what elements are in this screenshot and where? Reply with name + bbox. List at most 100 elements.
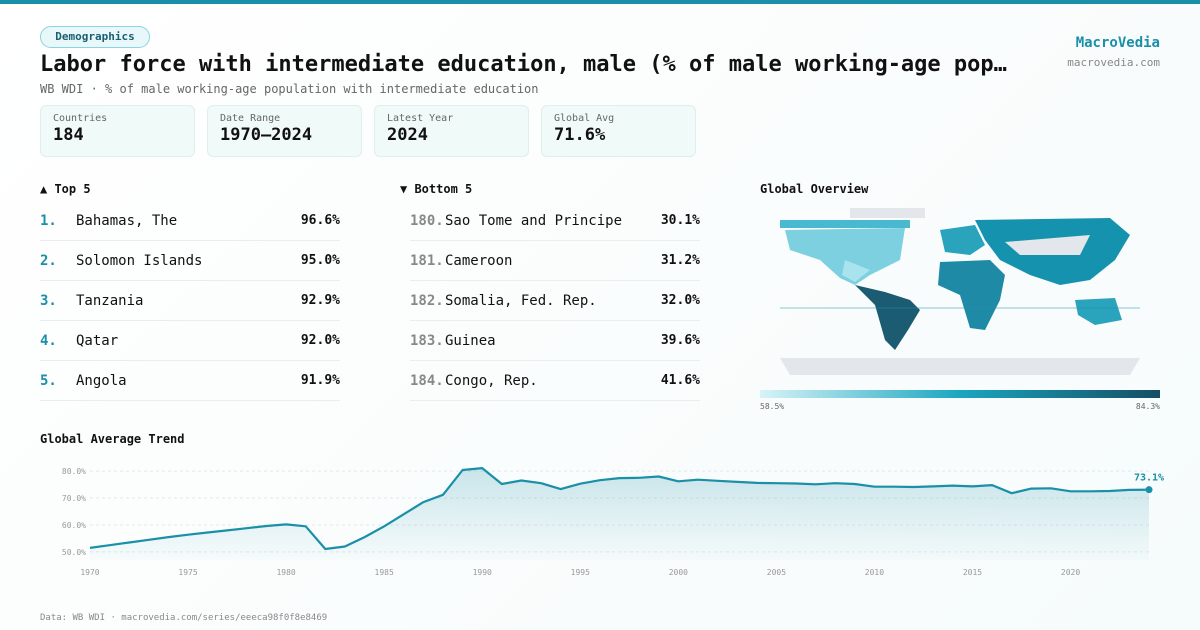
stat-value: 2024 (387, 125, 428, 145)
country: Tanzania (76, 292, 144, 309)
stat-label: Latest Year (387, 113, 454, 124)
brand[interactable]: MacroVedia (1075, 35, 1160, 51)
chart-title: Global Average Trend (40, 432, 185, 446)
map-region (780, 220, 910, 228)
map-region (855, 285, 920, 350)
stat-value: 71.6% (554, 125, 606, 145)
stat-value: 184 (53, 125, 84, 145)
x-tick-label: 1975 (178, 568, 197, 577)
country: Angola (76, 372, 127, 389)
country: Cameroon (445, 252, 513, 269)
x-tick-label: 2005 (767, 568, 786, 577)
category-tag[interactable]: Demographics (40, 26, 150, 48)
country: Sao Tome and Principe (445, 212, 623, 229)
x-tick-label: 1990 (473, 568, 492, 577)
x-tick-label: 1985 (375, 568, 394, 577)
country: Bahamas, The (76, 212, 178, 229)
rank-row: 4. Qatar 92.0% (40, 321, 340, 361)
rank: 1. (40, 212, 57, 229)
x-tick-label: 1980 (276, 568, 295, 577)
bottom-title: ▼ Bottom 5 (400, 182, 473, 196)
stat-value: 1970–2024 (220, 125, 313, 145)
map-region (780, 358, 1140, 375)
rank-row: 1. Bahamas, The 96.6% (40, 201, 340, 241)
value-label: 73.1% (1134, 473, 1164, 484)
country: Qatar (76, 332, 119, 349)
y-tick-label: 60.0% (62, 521, 86, 530)
rank-row: 3. Tanzania 92.9% (40, 281, 340, 321)
y-tick-label: 50.0% (62, 548, 86, 557)
map-region (842, 260, 870, 282)
value: 91.9% (300, 373, 340, 388)
rank: 4. (40, 332, 57, 349)
rank-row: 181. Cameroon 31.2% (410, 241, 700, 281)
x-tick-label: 2015 (963, 568, 982, 577)
scale-max: 84.3% (1136, 402, 1160, 411)
rank: 3. (40, 292, 57, 309)
stat-card: Countries 184 (40, 105, 195, 157)
line (89, 467, 1150, 551)
rank-row: 2. Solomon Islands 95.0% (40, 241, 340, 281)
map-title: Global Overview (760, 182, 869, 196)
value: 92.9% (300, 293, 340, 308)
rank: 5. (40, 372, 57, 389)
scale-min: 58.5% (760, 402, 784, 411)
x-tick-label: 1995 (571, 568, 590, 577)
stat-card: Latest Year 2024 (374, 105, 529, 157)
value: 95.0% (300, 253, 340, 268)
rank-row: 5. Angola 91.9% (40, 361, 340, 401)
trend-chart: 50.0% 60.0% 70.0% 80.0% 1970 1975 1980 1985 1990… (62, 467, 1164, 577)
rank: 2. (40, 252, 57, 269)
rank: 180. (410, 212, 444, 229)
rank-row: 183. Guinea 39.6% (410, 321, 700, 361)
map: 58.5% 84.3% (760, 208, 1160, 411)
rank-row: 184. Congo, Rep. 41.6% (410, 361, 700, 401)
bottom-list: 180. Sao Tome and Principe 30.1% 181. Camero… (410, 201, 700, 401)
rank: 184. (410, 372, 444, 389)
value: 31.2% (660, 253, 700, 268)
subtitle: WB WDI · % of male working-age populatio… (40, 82, 539, 96)
x-tick-label: 1970 (80, 568, 99, 577)
map-region (1005, 235, 1090, 255)
country: Congo, Rep. (445, 372, 538, 389)
map-region (850, 208, 925, 218)
x-tick-label: 2000 (669, 568, 688, 577)
value: 30.1% (660, 213, 700, 228)
value: 32.0% (660, 293, 700, 308)
stat-label: Date Range (220, 113, 281, 124)
y-tick-label: 80.0% (62, 467, 86, 476)
rank: 181. (410, 252, 444, 269)
map-region (1075, 298, 1122, 325)
site[interactable]: macrovedia.com (1067, 56, 1160, 69)
value: 92.0% (300, 333, 340, 348)
x-tick-label: 2010 (865, 568, 884, 577)
value: 41.6% (660, 373, 700, 388)
map-region (938, 260, 1005, 330)
top-list: 1. Bahamas, The 96.6% 2. Solomon Islands 95.0… (40, 201, 340, 401)
area (90, 468, 1149, 560)
country: Somalia, Fed. Rep. (445, 292, 597, 309)
footer: Data: WB WDI · macrovedia.com/series/eee… (40, 613, 328, 623)
value: 96.6% (300, 213, 340, 228)
value: 39.6% (660, 333, 700, 348)
rank: 183. (410, 332, 444, 349)
stat-label: Global Avg (554, 113, 615, 124)
country: Guinea (445, 332, 496, 349)
y-tick-label: 70.0% (62, 494, 86, 503)
end-point (1145, 486, 1153, 494)
stat-card: Global Avg 71.6% (541, 105, 696, 157)
stat-label: Countries (53, 113, 108, 124)
map-region (940, 225, 985, 255)
x-tick-label: 2020 (1061, 568, 1080, 577)
color-scale (760, 390, 1160, 398)
map-region (785, 228, 905, 285)
stat-card: Date Range 1970–2024 (207, 105, 362, 157)
rank-row: 182. Somalia, Fed. Rep. 32.0% (410, 281, 700, 321)
rank: 182. (410, 292, 444, 309)
country: Solomon Islands (76, 252, 203, 269)
page-title: Labor force with intermediate education,… (40, 52, 1007, 77)
top-bar (0, 0, 1200, 4)
rank-row: 180. Sao Tome and Principe 30.1% (410, 201, 700, 241)
top-title: ▲ Top 5 (40, 182, 91, 196)
